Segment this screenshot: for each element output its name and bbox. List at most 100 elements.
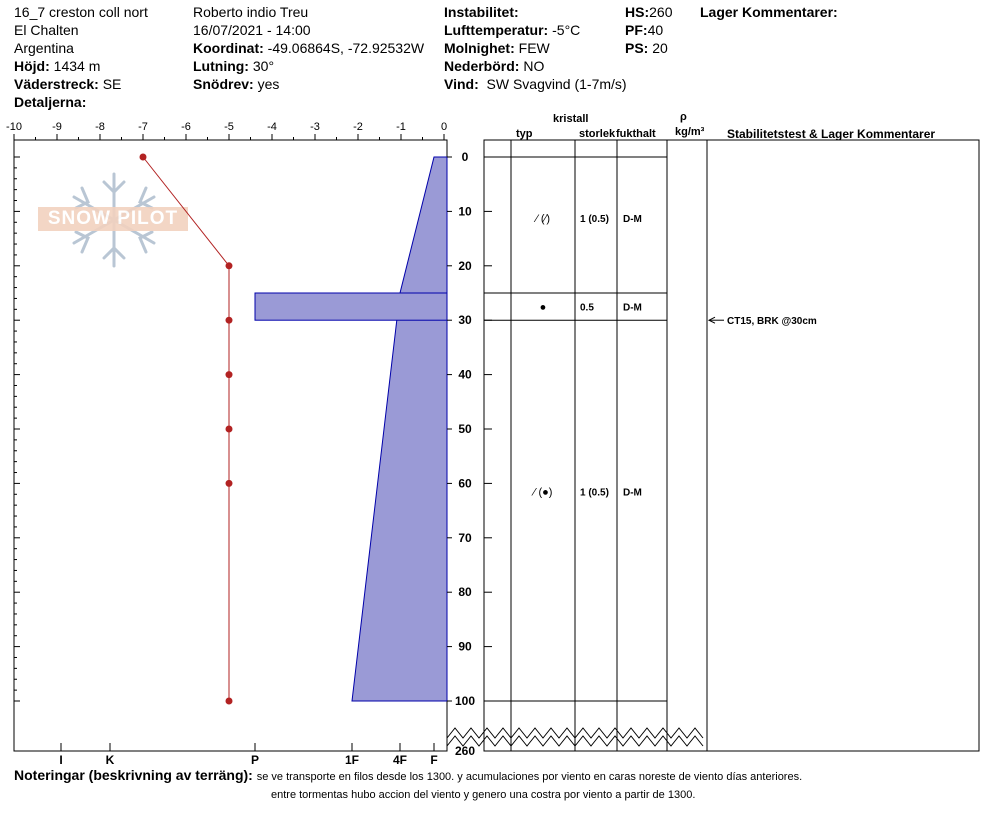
hardness-label: I: [59, 753, 62, 767]
depth-break-zigzag-top: [446, 727, 704, 739]
depth-label: 0: [462, 150, 469, 164]
datetime: 16/07/2021 - 14:00: [193, 22, 311, 38]
coord-value: -49.06864S, -72.92532W: [267, 40, 425, 56]
depth-label-bottom: 260: [455, 744, 475, 758]
hardness-label: F: [430, 753, 437, 767]
hardness-label: P: [251, 753, 259, 767]
depth-label: 100: [455, 694, 475, 708]
layer-moisture: D-M: [623, 214, 642, 225]
hardness-label: 1F: [345, 753, 359, 767]
layer-grain-type: ●: [540, 302, 547, 314]
notes: Noteringar (beskrivning av terräng): se …: [14, 766, 802, 786]
temperature-point: [225, 479, 233, 487]
layer-moisture: D-M: [623, 488, 642, 499]
precip: Nederbörd: NO: [444, 57, 544, 75]
layer-table-frame: [483, 139, 980, 752]
ps-value: 20: [652, 40, 668, 56]
elevation: Höjd: 1434 m: [14, 57, 100, 75]
observer: Roberto indio Treu: [193, 4, 309, 20]
snowdrift: Snödrev: yes: [193, 75, 279, 93]
clouds-label: Molnighet:: [444, 40, 515, 56]
layer-grain-size: 1 (0.5): [580, 214, 609, 225]
depth-label: 30: [458, 313, 472, 327]
depth-label: 40: [458, 368, 472, 382]
slope: Lutning: 30°: [193, 57, 274, 75]
temperature-point: [225, 316, 233, 324]
pf: PF:40: [625, 21, 663, 39]
snowdrift-label: Snödrev:: [193, 76, 254, 92]
ps: PS: 20: [625, 39, 668, 57]
wind: Vind: SW Svagvind (1-7m/s): [444, 75, 627, 93]
temp-tick-label: 0: [441, 121, 447, 133]
clouds-value: FEW: [518, 40, 550, 56]
notes-line1: se ve transporte en filos desde los 1300…: [256, 771, 803, 783]
wind-value: SW Svagvind (1-7m/s): [486, 76, 627, 92]
col-crystal: kristall: [553, 113, 589, 125]
temp-tick-label: -1: [396, 121, 406, 133]
temp-tick-label: -9: [52, 121, 62, 133]
pf-label: PF:: [625, 22, 648, 38]
aspect: Väderstreck: SE: [14, 75, 121, 93]
temp-tick-label: -3: [310, 121, 320, 133]
temp-tick-label: -8: [95, 121, 105, 133]
depth-label: 70: [458, 531, 472, 545]
aspect-value: SE: [102, 76, 122, 92]
depth-label: 20: [458, 259, 472, 273]
temperature-point: [225, 697, 233, 705]
air-temp-value: -5°C: [552, 22, 581, 38]
hardness-profile-layers: [351, 156, 448, 702]
depth-label: 90: [458, 640, 472, 654]
snowpilot-logo: SNOW PILOT: [38, 170, 188, 270]
hs: HS:260: [625, 3, 672, 21]
temp-tick-label: -2: [353, 121, 363, 133]
ps-label: PS:: [625, 40, 649, 56]
coordinates: Koordinat: -49.06864S, -72.92532W: [193, 39, 424, 57]
pf-value: 40: [647, 22, 664, 38]
elevation-label: Höjd:: [14, 58, 50, 74]
notes-line2: entre tormentas hubo accion del viento y…: [271, 789, 696, 801]
hs-label: HS:: [625, 4, 650, 20]
depth-label: 80: [458, 585, 472, 599]
depth-break-zigzag-bottom: [446, 735, 704, 747]
hardness-layer-p: [254, 292, 448, 321]
wind-label: Vind:: [444, 76, 479, 92]
location-name: 16_7 creston coll nort: [14, 4, 148, 20]
col-stability: Stabilitetstest & Lager Kommentarer: [727, 127, 936, 141]
layer-grain-type: ⁄ (⁄): [533, 213, 550, 225]
temperature-point: [225, 425, 233, 433]
temperature-point: [225, 262, 233, 270]
temp-tick-label: -7: [138, 121, 148, 133]
col-size: storlek: [579, 128, 616, 140]
hardness-label: K: [106, 753, 115, 767]
temperature-point: [225, 371, 233, 379]
col-rho: ρ: [680, 111, 687, 123]
snowdrift-value: yes: [257, 76, 280, 92]
coord-label: Koordinat:: [193, 40, 264, 56]
elevation-value: 1434 m: [53, 58, 101, 74]
layer-moisture: D-M: [623, 303, 642, 314]
stability-test-label: CT15, BRK @30cm: [727, 316, 817, 327]
air-temp-label: Lufttemperatur:: [444, 22, 549, 38]
hs-value: 260: [649, 4, 673, 20]
col-density-unit: kg/m³: [675, 126, 705, 138]
clouds: Molnighet: FEW: [444, 39, 550, 57]
instability-label: Instabilitet:: [444, 4, 519, 20]
layer-comments-label: Lager Kommentarer:: [700, 4, 838, 20]
layer-grain-size: 0.5: [580, 303, 594, 314]
precip-value: NO: [523, 58, 545, 74]
temp-tick-label: -10: [6, 121, 22, 133]
air-temp: Lufttemperatur: -5°C: [444, 21, 580, 39]
precip-label: Nederbörd:: [444, 58, 520, 74]
temp-tick-label: -4: [267, 121, 277, 133]
layer-grain-size: 1 (0.5): [580, 488, 609, 499]
details-label: Detaljerna:: [14, 94, 87, 110]
logo-text: SNOW PILOT: [38, 207, 188, 231]
layer-grain-type: ⁄ (●): [531, 487, 553, 499]
stability-arrow-head: [707, 316, 716, 324]
slope-label: Lutning:: [193, 58, 249, 74]
slope-value: 30°: [252, 58, 275, 74]
col-moisture: fukthalt: [616, 128, 656, 140]
temperature-line: [142, 156, 230, 701]
hardness-label: 4F: [393, 753, 407, 767]
